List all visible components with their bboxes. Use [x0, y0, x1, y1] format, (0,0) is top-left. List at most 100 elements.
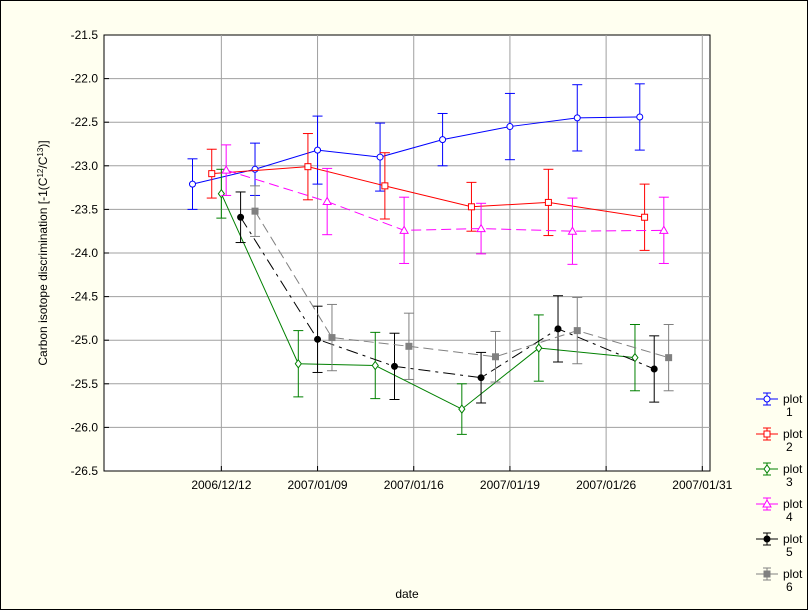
data-point [390, 362, 398, 370]
y-tick-label: -21.5 [71, 28, 99, 42]
series-line [211, 166, 645, 218]
data-point [763, 535, 771, 543]
y-tick-label: -23.5 [71, 202, 99, 216]
legend-label: plot [783, 392, 803, 406]
legend-label-number: 5 [786, 545, 793, 559]
series-line [254, 210, 669, 359]
x-tick-label: 2007/01/09 [288, 478, 348, 492]
legend-label: plot [783, 427, 803, 441]
y-tick-label: -25.0 [71, 333, 99, 347]
data-point [405, 342, 413, 350]
data-point [314, 335, 322, 343]
series-6 [250, 185, 674, 392]
data-point [251, 165, 259, 173]
data-point [188, 180, 196, 188]
data-point [237, 213, 245, 221]
data-point [467, 203, 475, 211]
x-tick-label: 2007/01/26 [576, 478, 636, 492]
data-point [477, 374, 485, 382]
data-point [376, 153, 384, 161]
x-tick-label: 2006/12/12 [191, 478, 251, 492]
data-point [371, 360, 379, 371]
data-point [567, 226, 578, 235]
data-point [251, 207, 259, 215]
data-point [221, 165, 232, 174]
data-point [650, 365, 658, 373]
legend-label-number: 2 [786, 440, 793, 454]
series-5 [235, 191, 660, 404]
series-line [226, 169, 664, 232]
data-point [314, 146, 322, 154]
data-point [665, 354, 673, 362]
data-point [641, 213, 649, 221]
series-2 [206, 133, 650, 251]
data-point [658, 225, 669, 234]
y-tick-label: -24.5 [71, 290, 99, 304]
x-tick-label: 2007/01/19 [480, 478, 540, 492]
series-line [192, 116, 640, 185]
x-axis-ticks: 2006/12/12 2007/01/09 2007/01/16 2007/01/19… [191, 466, 733, 492]
y-axis-title: Carbon isotope discrimination [-1(C12/C1… [36, 140, 51, 365]
data-point [399, 225, 409, 234]
data-point [544, 198, 552, 206]
data-point [458, 404, 466, 414]
y-tick-label: -26.5 [71, 464, 99, 478]
data-point [636, 113, 644, 121]
y-tick-label: -22.5 [71, 115, 99, 129]
y-tick-label: -23.0 [71, 159, 99, 173]
y-tick-label: -25.5 [71, 377, 99, 391]
y-axis-title-part: 12 [36, 168, 45, 177]
series-1 [187, 83, 645, 210]
data-point [631, 352, 639, 363]
series-line [240, 216, 655, 379]
legend-label-number: 1 [786, 405, 793, 419]
legend-label: plot [783, 567, 803, 581]
x-axis-title: date [395, 587, 419, 601]
y-tick-label: -24.0 [71, 246, 99, 260]
series-layer [187, 83, 674, 435]
data-point [763, 395, 771, 403]
y-axis-title-part: Carbon isotope discrimination [-1(C [36, 177, 50, 365]
legend-label: plot [783, 532, 803, 546]
data-point [381, 182, 389, 190]
legend-label: plot [783, 497, 803, 511]
legend-label-number: 4 [786, 510, 793, 524]
legend-label-number: 3 [786, 475, 793, 489]
x-tick-label: 2007/01/31 [672, 478, 732, 492]
data-point [476, 223, 486, 233]
data-point [322, 196, 333, 206]
grid [104, 35, 710, 471]
data-point [328, 334, 336, 342]
y-axis-ticks: -21.5 -22.0 -22.5 -23.0 -23.5 -24.0 -24.5 -25.0… [71, 28, 109, 478]
y-axis-title-part: )] [36, 140, 50, 147]
y-tick-label: -22.0 [71, 72, 99, 86]
data-point [573, 327, 581, 335]
data-point [573, 114, 581, 122]
data-point [491, 353, 499, 361]
legend-label-number: 6 [786, 580, 793, 594]
series-3 [216, 168, 640, 435]
data-point [763, 570, 771, 578]
data-point [763, 464, 771, 474]
y-axis-title-part: /C [36, 156, 50, 168]
data-point [554, 325, 562, 333]
legend-label: plot [783, 462, 803, 476]
y-tick-label: -26.0 [71, 420, 99, 434]
series-4 [221, 144, 669, 265]
data-point [304, 163, 312, 171]
series-line [220, 193, 636, 410]
data-point [763, 430, 771, 438]
data-point [439, 136, 447, 144]
data-point [535, 343, 543, 353]
y-axis-title-part: 13 [36, 147, 45, 156]
data-point [208, 170, 216, 178]
